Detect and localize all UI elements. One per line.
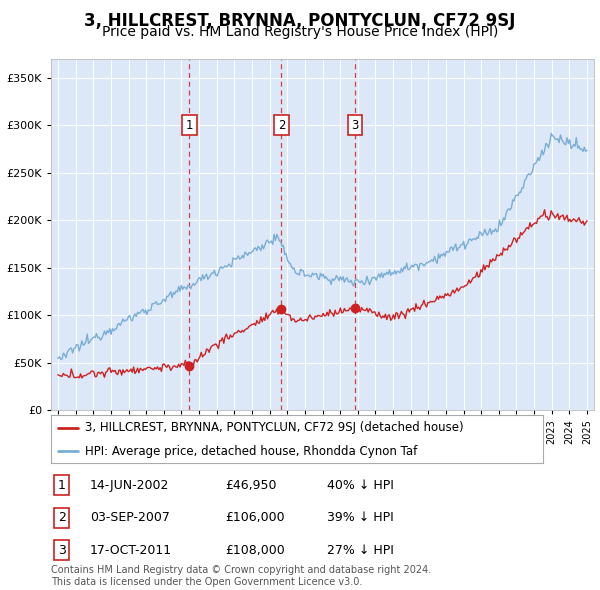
Text: 40% ↓ HPI: 40% ↓ HPI — [327, 478, 394, 492]
Text: 17-OCT-2011: 17-OCT-2011 — [90, 543, 172, 557]
Text: 39% ↓ HPI: 39% ↓ HPI — [327, 511, 394, 525]
Text: 1: 1 — [185, 119, 193, 132]
Text: 3, HILLCREST, BRYNNA, PONTYCLUN, CF72 9SJ (detached house): 3, HILLCREST, BRYNNA, PONTYCLUN, CF72 9S… — [85, 421, 464, 434]
Text: 3, HILLCREST, BRYNNA, PONTYCLUN, CF72 9SJ: 3, HILLCREST, BRYNNA, PONTYCLUN, CF72 9S… — [85, 12, 515, 30]
Text: 2: 2 — [278, 119, 285, 132]
Text: 2: 2 — [58, 511, 66, 525]
Text: HPI: Average price, detached house, Rhondda Cynon Taf: HPI: Average price, detached house, Rhon… — [85, 444, 418, 458]
Text: 03-SEP-2007: 03-SEP-2007 — [90, 511, 170, 525]
Text: £106,000: £106,000 — [225, 511, 284, 525]
Text: £108,000: £108,000 — [225, 543, 285, 557]
Text: 27% ↓ HPI: 27% ↓ HPI — [327, 543, 394, 557]
Text: 1: 1 — [58, 478, 66, 492]
Text: Contains HM Land Registry data © Crown copyright and database right 2024.
This d: Contains HM Land Registry data © Crown c… — [51, 565, 431, 587]
Text: £46,950: £46,950 — [225, 478, 277, 492]
Text: 14-JUN-2002: 14-JUN-2002 — [90, 478, 169, 492]
Text: 3: 3 — [351, 119, 358, 132]
Text: 3: 3 — [58, 543, 66, 557]
Text: Price paid vs. HM Land Registry's House Price Index (HPI): Price paid vs. HM Land Registry's House … — [102, 25, 498, 40]
